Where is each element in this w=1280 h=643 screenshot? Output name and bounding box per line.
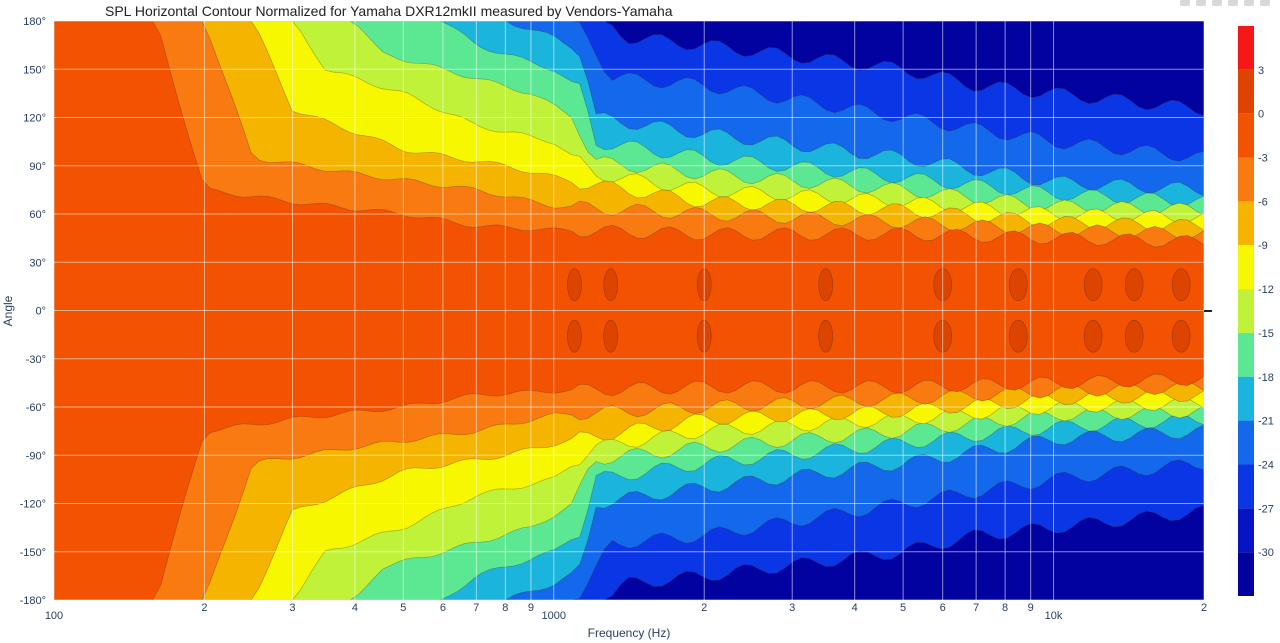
home-icon[interactable] bbox=[1260, 0, 1270, 6]
colorbar-swatch bbox=[1238, 376, 1254, 421]
y-tick-label: 30° bbox=[29, 257, 46, 269]
x-tick-label: 4 bbox=[352, 602, 358, 614]
colorbar-swatch bbox=[1238, 508, 1254, 553]
y-tick-label: 150° bbox=[23, 64, 46, 76]
contour-island bbox=[1083, 268, 1103, 302]
colorbar-tick-label: -27 bbox=[1258, 503, 1274, 515]
zoom-in-icon[interactable] bbox=[1228, 0, 1238, 6]
y-tick-label: 90° bbox=[29, 161, 46, 173]
y-tick-label: 60° bbox=[29, 209, 46, 221]
x-tick-label: 7 bbox=[473, 602, 479, 614]
x-tick-label: 9 bbox=[528, 602, 534, 614]
contour-island bbox=[1124, 268, 1144, 302]
contour-island bbox=[1124, 319, 1144, 353]
colorbar: 3 0 -3 -6 -9 -12 -15 -18 -21 -24 -27 -30 bbox=[1238, 26, 1274, 596]
colorbar-swatch bbox=[1238, 245, 1254, 290]
colorbar-swatch bbox=[1238, 552, 1254, 596]
colorbar-swatch bbox=[1238, 464, 1254, 509]
x-tick-label: 2 bbox=[1201, 602, 1207, 614]
contour-island bbox=[567, 268, 582, 302]
zoom-out-icon[interactable] bbox=[1244, 0, 1254, 6]
y-axis-ticks: 180° 150° 120° 90° 60° 30° 0° -30° -60° -90° -120°… bbox=[20, 16, 46, 607]
contour-plot-area bbox=[54, 21, 1204, 600]
contour-island bbox=[1171, 319, 1191, 353]
grid-lines bbox=[54, 21, 1204, 600]
colorbar-swatch bbox=[1238, 201, 1254, 246]
chart-title: SPL Horizontal Contour Normalized for Ya… bbox=[105, 3, 673, 19]
y-tick-label: -90° bbox=[26, 450, 46, 462]
colorbar-tick-label: -3 bbox=[1258, 153, 1268, 165]
x-tick-label: 3 bbox=[789, 602, 795, 614]
x-tick-label: 7 bbox=[973, 602, 979, 614]
contour-island bbox=[567, 319, 582, 353]
x-tick-label: 1000 bbox=[542, 610, 566, 622]
contour-island bbox=[1008, 319, 1028, 353]
colorbar-tick-label: -21 bbox=[1258, 416, 1274, 428]
x-tick-label: 5 bbox=[900, 602, 906, 614]
colorbar-tick-label: -9 bbox=[1258, 240, 1268, 252]
x-axis-title: Frequency (Hz) bbox=[588, 626, 671, 640]
x-tick-label: 5 bbox=[400, 602, 406, 614]
x-tick-label: 2 bbox=[201, 602, 207, 614]
y-tick-label: 120° bbox=[23, 113, 46, 125]
colorbar-tick-label: -15 bbox=[1258, 328, 1274, 340]
colorbar-swatch bbox=[1238, 26, 1254, 70]
x-tick-label: 10k bbox=[1045, 610, 1063, 622]
colorbar-swatch bbox=[1238, 157, 1254, 202]
x-tick-label: 4 bbox=[852, 602, 858, 614]
pan-icon[interactable] bbox=[1212, 0, 1222, 6]
contour-island bbox=[818, 319, 834, 353]
colorbar-tick-label: -30 bbox=[1258, 547, 1274, 559]
x-tick-label: 8 bbox=[1002, 602, 1008, 614]
x-axis-ticks: 100 2 3 4 5 6 7 8 9 1000 2 3 4 5 6 7 8 9 10k 2 bbox=[45, 602, 1207, 622]
y-tick-label: -60° bbox=[26, 402, 46, 414]
y-tick-label: 0° bbox=[35, 306, 46, 318]
contour-island bbox=[1171, 268, 1191, 302]
colorbar-tick-label: -6 bbox=[1258, 196, 1268, 208]
colorbar-swatch bbox=[1238, 69, 1254, 114]
camera-icon[interactable] bbox=[1180, 0, 1190, 6]
colorbar-swatch bbox=[1238, 332, 1254, 377]
contour-island bbox=[1083, 319, 1103, 353]
y-tick-label: -150° bbox=[20, 547, 46, 559]
y-tick-label: -30° bbox=[26, 354, 46, 366]
y-tick-label: -120° bbox=[20, 499, 46, 511]
modebar[interactable] bbox=[1180, 0, 1280, 8]
contour-island bbox=[818, 268, 834, 302]
y-tick-label: -180° bbox=[20, 595, 46, 607]
x-tick-label: 3 bbox=[289, 602, 295, 614]
colorbar-tick-label: 3 bbox=[1258, 65, 1264, 77]
x-tick-label: 100 bbox=[45, 610, 63, 622]
colorbar-swatch bbox=[1238, 289, 1254, 333]
x-tick-label: 6 bbox=[440, 602, 446, 614]
zoom-icon[interactable] bbox=[1196, 0, 1206, 6]
colorbar-tick-label: -12 bbox=[1258, 284, 1274, 296]
colorbar-tick-label: -18 bbox=[1258, 372, 1274, 384]
contour-island bbox=[1008, 268, 1028, 302]
x-tick-label: 6 bbox=[940, 602, 946, 614]
contour-island bbox=[603, 268, 619, 302]
x-tick-label: 8 bbox=[502, 602, 508, 614]
colorbar-swatch bbox=[1238, 420, 1254, 465]
x-tick-label: 9 bbox=[1028, 602, 1034, 614]
contour-island bbox=[603, 319, 619, 353]
y-tick-label: 180° bbox=[23, 16, 46, 28]
colorbar-tick-label: -24 bbox=[1258, 459, 1274, 471]
colorbar-swatch bbox=[1238, 113, 1254, 158]
colorbar-tick-label: 0 bbox=[1258, 109, 1264, 121]
x-tick-label: 2 bbox=[701, 602, 707, 614]
y-axis-title: Angle bbox=[1, 295, 15, 326]
